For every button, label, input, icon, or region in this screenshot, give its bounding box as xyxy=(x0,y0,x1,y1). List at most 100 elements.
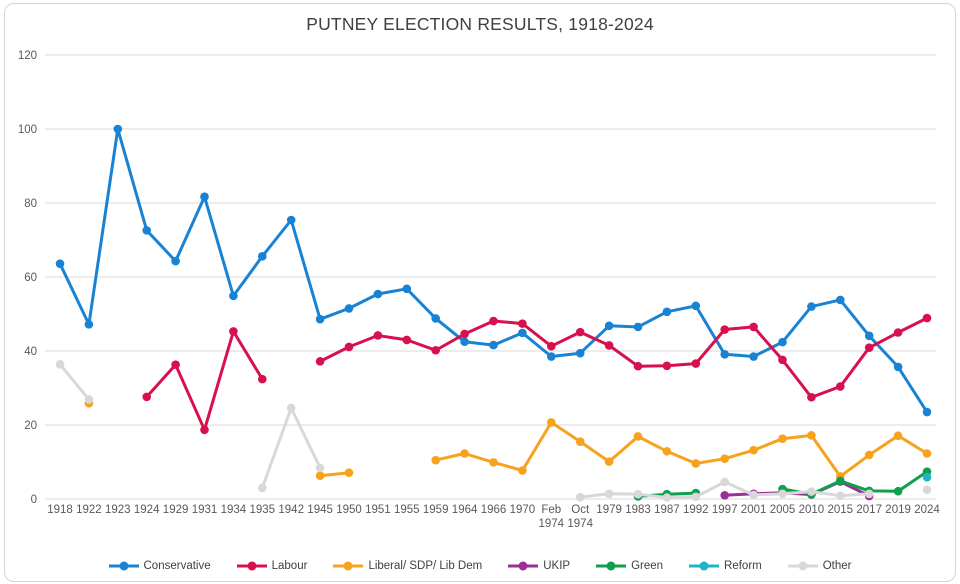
data-point-conservative xyxy=(258,251,267,261)
legend-label-labour: Labour xyxy=(271,560,308,572)
data-point-labour xyxy=(836,382,845,391)
x-axis-label: Oct 1974 xyxy=(567,504,593,530)
x-axis-label: 1923 xyxy=(105,504,131,516)
legend: Conservative Labour Liberal/ SDP/ Lib Dem U… xyxy=(0,560,960,572)
data-point-other xyxy=(864,489,874,499)
x-axis-label: 2019 xyxy=(885,504,911,516)
data-point-other xyxy=(604,489,614,499)
data-point-conservative xyxy=(893,362,903,372)
data-point-labour xyxy=(864,343,874,352)
data-point-liberal-sdp-lib-dem xyxy=(864,450,874,460)
data-point-liberal-sdp-lib-dem xyxy=(315,471,325,480)
data-point-conservative xyxy=(778,337,787,347)
x-axis-label: 1929 xyxy=(163,504,189,516)
data-point-liberal-sdp-lib-dem xyxy=(749,445,758,455)
data-point-liberal-sdp-lib-dem xyxy=(575,437,585,446)
legend-item-liberal-sdp-lib-dem: Liberal/ SDP/ Lib Dem xyxy=(333,560,482,572)
data-point-conservative xyxy=(922,407,932,417)
y-axis-tick: 80 xyxy=(24,198,37,210)
data-point-conservative xyxy=(864,331,874,341)
data-point-liberal-sdp-lib-dem xyxy=(604,457,614,466)
x-axis-label: 2005 xyxy=(770,504,796,516)
x-axis-label: 1918 xyxy=(47,504,73,516)
x-axis-label: 1987 xyxy=(654,504,680,516)
data-point-liberal-sdp-lib-dem xyxy=(344,468,354,478)
chart-frame xyxy=(4,3,956,582)
legend-item-other: Other xyxy=(787,560,852,572)
data-point-reform xyxy=(922,472,932,482)
data-point-labour xyxy=(604,341,614,350)
x-axis-label: 1934 xyxy=(221,504,247,516)
data-point-liberal-sdp-lib-dem xyxy=(893,431,903,441)
data-point-labour xyxy=(749,322,758,332)
data-point-other xyxy=(807,487,816,496)
data-point-labour xyxy=(229,327,238,336)
data-point-labour xyxy=(171,360,180,369)
legend-item-labour: Labour xyxy=(236,560,308,572)
series-line-labour xyxy=(145,316,929,432)
y-axis-tick: 0 xyxy=(31,494,37,506)
legend-label-reform: Reform xyxy=(724,560,762,572)
data-point-green xyxy=(893,486,903,496)
chart-title: PUTNEY ELECTION RESULTS, 1918-2024 xyxy=(306,14,654,34)
legend-label-liberal-sdp-lib-dem: Liberal/ SDP/ Lib Dem xyxy=(368,560,483,572)
data-point-labour xyxy=(720,325,729,334)
x-axis-label: 1942 xyxy=(278,504,304,516)
data-point-labour xyxy=(460,329,469,339)
data-point-labour xyxy=(662,361,672,371)
data-point-other xyxy=(286,403,296,413)
x-axis-label: 1983 xyxy=(625,504,651,516)
x-axis-label: 1951 xyxy=(365,504,391,516)
legend-item-reform: Reform xyxy=(689,560,762,572)
data-point-green xyxy=(836,476,845,486)
x-axis-label: 1992 xyxy=(683,504,709,516)
data-point-labour xyxy=(344,342,354,352)
data-point-conservative xyxy=(431,314,441,323)
x-axis-label: Feb 1974 xyxy=(539,504,565,530)
legend-marker-reform xyxy=(689,561,720,571)
legend-label-green: Green xyxy=(631,560,664,572)
x-axis-label: 2001 xyxy=(741,504,767,516)
data-point-conservative xyxy=(633,322,643,332)
x-axis-label: 1966 xyxy=(481,504,507,516)
data-point-labour xyxy=(547,341,556,351)
x-axis-label: 1964 xyxy=(452,504,478,516)
data-point-labour xyxy=(575,327,585,337)
legend-label-conservative: Conservative xyxy=(143,560,211,572)
series-line-other xyxy=(60,364,927,497)
data-point-conservative xyxy=(142,226,151,235)
y-axis-tick: 40 xyxy=(24,346,37,358)
data-point-conservative xyxy=(229,291,238,301)
data-point-labour xyxy=(142,392,151,402)
series-line-liberal-sdp-lib-dem xyxy=(318,420,929,478)
data-point-conservative xyxy=(691,301,701,311)
data-point-conservative xyxy=(604,321,614,331)
legend-marker-ukip xyxy=(508,561,539,571)
data-point-other xyxy=(720,477,729,487)
data-point-other xyxy=(575,492,585,502)
data-point-conservative xyxy=(460,337,469,347)
data-point-conservative xyxy=(286,215,296,225)
legend-marker-liberal-sdp-lib-dem xyxy=(333,561,364,571)
data-point-liberal-sdp-lib-dem xyxy=(720,454,729,463)
data-point-conservative xyxy=(373,289,383,299)
x-axis-label: 1931 xyxy=(192,504,218,516)
data-point-labour xyxy=(315,357,325,366)
data-point-conservative xyxy=(547,352,556,361)
data-point-liberal-sdp-lib-dem xyxy=(662,446,672,456)
data-point-liberal-sdp-lib-dem xyxy=(460,449,469,458)
data-point-labour xyxy=(489,316,498,326)
data-point-conservative xyxy=(575,348,585,358)
data-point-conservative xyxy=(113,124,123,134)
data-point-conservative xyxy=(518,328,527,338)
data-point-labour xyxy=(402,335,412,345)
data-point-liberal-sdp-lib-dem xyxy=(922,449,932,458)
legend-label-ukip: UKIP xyxy=(543,560,571,572)
y-axis-tick: 60 xyxy=(24,272,37,284)
data-point-conservative xyxy=(720,350,729,359)
data-point-liberal-sdp-lib-dem xyxy=(807,431,816,440)
data-point-labour xyxy=(431,345,441,355)
x-axis-label: 2017 xyxy=(856,504,882,516)
data-point-other xyxy=(258,483,267,493)
